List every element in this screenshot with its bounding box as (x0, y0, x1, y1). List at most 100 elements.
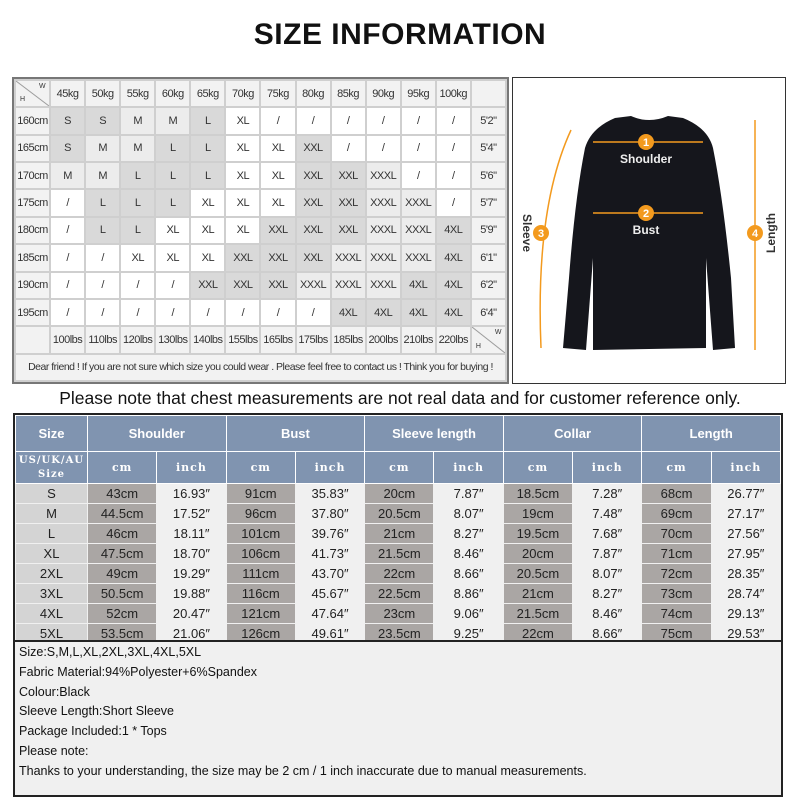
measurement-value: 49cm (86, 563, 158, 584)
weight-header: 60kg (154, 78, 192, 109)
marker-2: 2 (643, 208, 649, 220)
size-cell: XL (154, 215, 192, 246)
info-line: Please note: (19, 743, 89, 758)
size-cell: S (49, 106, 87, 136)
size-cell: / (329, 106, 367, 136)
corner-w: W (494, 329, 502, 337)
product-info: Size:S,M,L,XL,2XL,3XL,4XL,5XL Fabric Mat… (13, 640, 783, 797)
measurement-value: 22.5cm (364, 583, 435, 604)
size-cell: / (49, 243, 87, 273)
weight-header: 75kg (259, 78, 297, 109)
size-cell: XXL (189, 270, 227, 300)
height-label: 195cm (13, 297, 52, 328)
marker-4: 4 (752, 228, 759, 240)
unit-cm-header: cm (502, 451, 574, 484)
size-cell: XXL (294, 215, 332, 246)
feet-label: 5'4" (469, 133, 508, 164)
measurement-value: 9.06″ (433, 603, 504, 624)
size-row: 5XL 53.5cm 21.06″ 126cm 49.61″ 23.5cm 9.25″ 22c… (15, 623, 782, 644)
measurement-value: 8.27″ (572, 583, 643, 604)
measurement-value: 23.5cm (364, 623, 435, 644)
marker-1: 1 (643, 137, 649, 149)
measurement-value: 29.13″ (710, 603, 782, 624)
size-cell: 4XL (434, 243, 472, 273)
size-label: 2XL (15, 563, 88, 584)
size-cell: L (119, 215, 157, 246)
size-label: 4XL (15, 603, 88, 624)
size-header: Size (15, 415, 88, 452)
feet-label: 6'4" (469, 297, 508, 328)
measurement-value: 75cm (641, 623, 712, 644)
measurement-value: 43.70″ (294, 563, 366, 584)
measurement-value: 17.52″ (156, 503, 227, 524)
pounds-label: 120lbs (119, 325, 157, 355)
size-cell: 4XL (399, 270, 437, 300)
height-row: 175cm / L L L XL XL XL XXL XXL XXXL XXXL/5'7" (13, 188, 508, 218)
pounds-label: 220lbs (434, 325, 472, 355)
unit-cm-header: cm (86, 451, 158, 484)
size-cell: / (259, 106, 297, 136)
size-cell: 4XL (364, 297, 402, 328)
weight-header: 55kg (119, 78, 157, 109)
chart-footer-note: Dear friend ! If you are not sure which … (14, 352, 507, 383)
size-cell: / (434, 188, 472, 218)
weight-header: 45kg (49, 78, 87, 109)
measurement-value: 52cm (86, 603, 158, 624)
height-label: 160cm (13, 106, 52, 136)
size-cell: / (189, 297, 227, 328)
size-label: XL (15, 543, 88, 564)
measurement-value: 8.66″ (572, 623, 643, 644)
size-cell: XL (224, 133, 262, 164)
unit-inch-header: inch (710, 451, 782, 484)
measurement-value: 28.35″ (710, 563, 782, 584)
size-cell: XXXL (364, 243, 402, 273)
size-cell: / (434, 133, 472, 164)
size-cell: XXL (329, 161, 367, 191)
measurement-value: 74cm (641, 603, 712, 624)
measurement-value: 50.5cm (86, 583, 158, 604)
size-row: 2XL 49cm 19.29″ 111cm 43.70″ 22cm 8.66″ 20.5cm 8… (15, 563, 782, 584)
measurement-value: 69cm (641, 503, 712, 524)
corner-w: W (38, 83, 46, 90)
size-cell: XXL (294, 243, 332, 273)
size-cell: 4XL (399, 297, 437, 328)
size-cell: L (119, 161, 157, 191)
pounds-label: 130lbs (154, 325, 192, 355)
size-cell: L (154, 188, 192, 218)
pounds-label: 155lbs (224, 325, 262, 355)
pounds-label: 185lbs (329, 325, 367, 355)
size-cell: / (399, 106, 437, 136)
info-line: Colour:Black (19, 684, 90, 699)
measurement-value: 28.74″ (710, 583, 782, 604)
length-label: Length (764, 213, 778, 253)
measurement-value: 8.07″ (572, 563, 643, 584)
size-cell: XL (189, 188, 227, 218)
measurement-value: 22cm (502, 623, 574, 644)
size-cell: L (189, 133, 227, 164)
size-label: 3XL (15, 583, 88, 604)
size-cell: M (119, 106, 157, 136)
size-cell: / (119, 297, 157, 328)
size-cell: XL (154, 243, 192, 273)
feet-label: 5'2" (469, 106, 508, 136)
size-cell: / (294, 106, 332, 136)
measurement-value: 21.5cm (364, 543, 435, 564)
size-cell: / (84, 243, 122, 273)
size-cell: XXXL (364, 188, 402, 218)
size-cell: XXL (259, 243, 297, 273)
measurement-note: Please note that chest measurements are … (59, 388, 741, 408)
size-cell: XXXL (329, 270, 367, 300)
measurement-value: 8.46″ (433, 543, 504, 564)
height-row: 180cm / L L XL XL XL XXL XXL XXL XXXL XXXL 4XL 5'9" (13, 215, 508, 246)
height-label: 165cm (13, 133, 52, 164)
measurement-value: 21cm (502, 583, 574, 604)
measurement-value: 27.17″ (710, 503, 782, 524)
measurement-value: 8.66″ (433, 563, 504, 584)
size-cell: / (84, 297, 122, 328)
shirt-shape (563, 116, 735, 350)
size-cell: 4XL (434, 270, 472, 300)
size-cell: XXXL (364, 215, 402, 246)
size-cell: XXL (224, 243, 262, 273)
measurement-value: 18.5cm (502, 483, 574, 504)
measurement-value: 21.5cm (502, 603, 574, 624)
